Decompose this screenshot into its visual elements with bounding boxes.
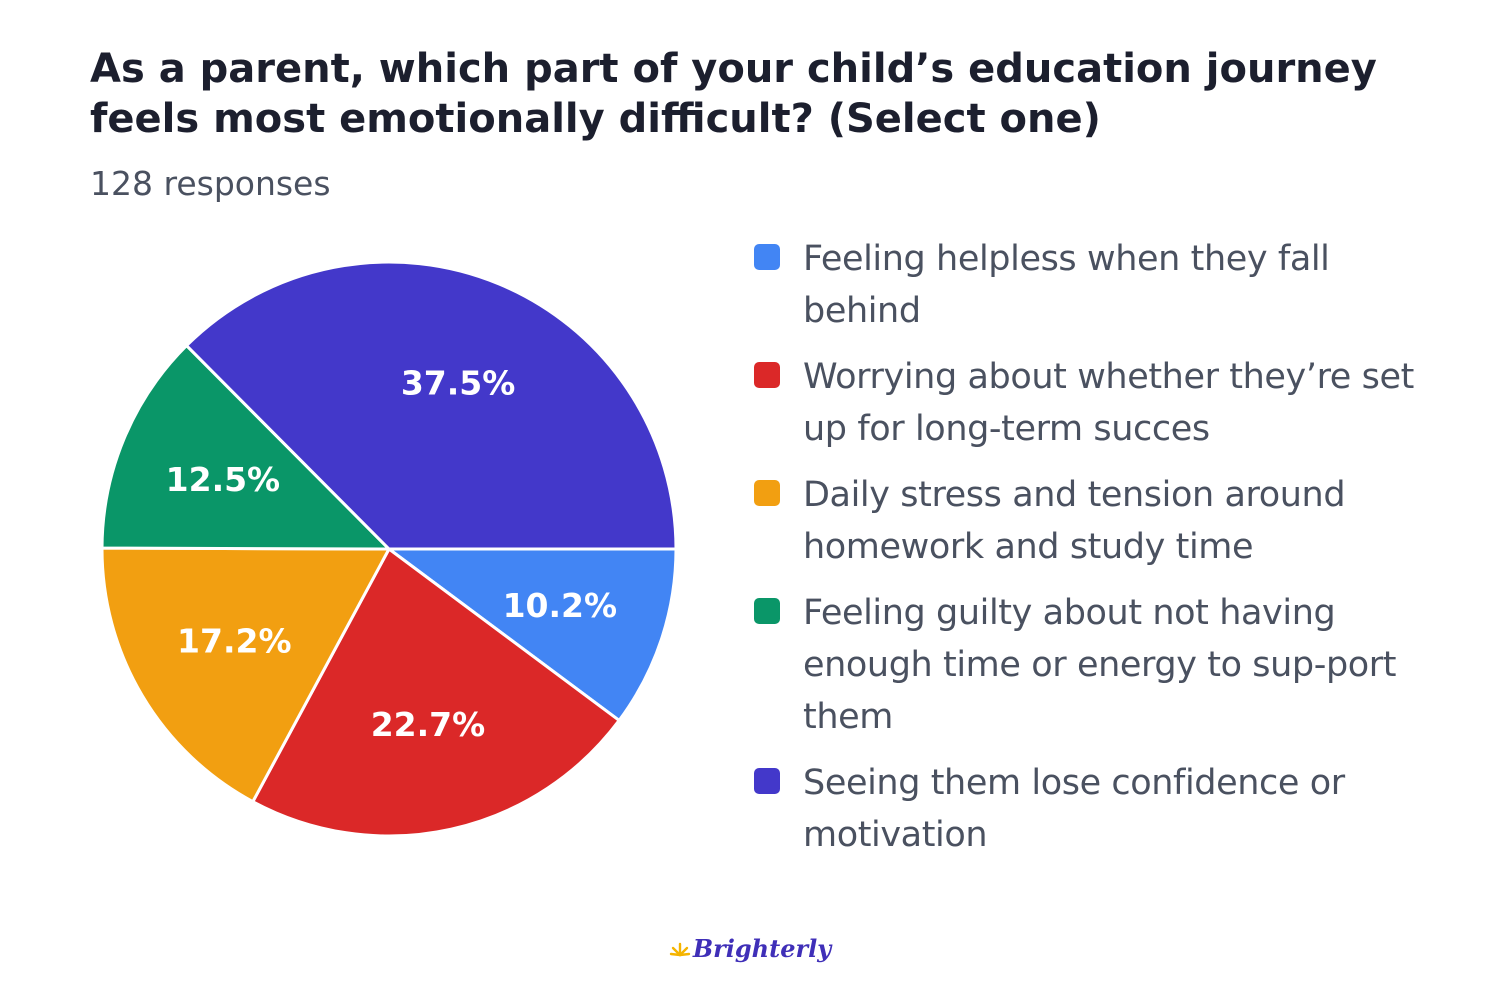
slice-label-confidence: 37.5% [401,363,516,402]
slice-label-guilty: 12.5% [166,460,281,499]
legend-label-helpless: Feeling helpless when they fall behind [803,239,1330,331]
pie-slice-confidence [185,260,678,551]
brand-name: Brighterly [692,934,832,963]
chart-title: As a parent, which part of your child’s … [90,46,1377,142]
legend-item-confidence: Seeing them lose confidence or motivatio… [754,757,1434,861]
pie-slice-worrying [251,547,621,838]
legend-swatch-daily-stress [754,480,780,506]
slice-label-helpless: 10.2% [503,586,618,625]
slice-label-daily-stress: 17.2% [177,622,292,661]
legend-swatch-confidence [754,768,780,794]
sun-rays-icon [669,942,691,956]
legend: Feeling helpless when they fall behind W… [754,233,1434,875]
legend-label-worrying: Worrying about whether they’re set up fo… [803,357,1414,449]
legend-item-guilty: Feeling guilty about not having enough t… [754,587,1434,743]
response-count: 128 responses [90,164,331,203]
legend-item-worrying: Worrying about whether they’re set up fo… [754,351,1434,455]
pie-slice-guilty [100,344,391,551]
slice-label-worrying: 22.7% [371,705,486,744]
legend-swatch-worrying [754,362,780,388]
legend-label-guilty: Feeling guilty about not having enough t… [803,593,1397,737]
legend-swatch-helpless [754,244,780,270]
legend-swatch-guilty [754,598,780,624]
legend-item-helpless: Feeling helpless when they fall behind [754,233,1434,337]
legend-label-confidence: Seeing them lose confidence or motivatio… [803,763,1345,855]
brand-logo: Brighterly [0,934,1500,963]
pie-slice-helpless [387,547,678,722]
pie-slice-daily-stress [100,546,391,804]
legend-item-daily-stress: Daily stress and tension around homework… [754,469,1434,573]
legend-label-daily-stress: Daily stress and tension around homework… [803,475,1346,567]
